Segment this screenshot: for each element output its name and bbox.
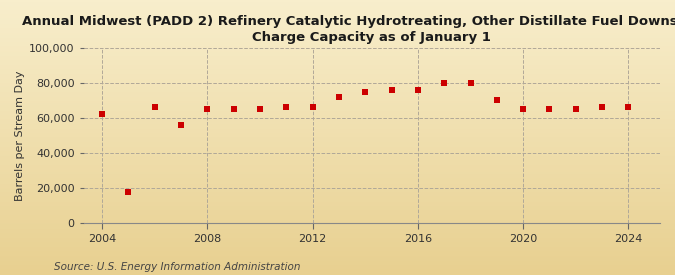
- Point: [360, 90, 371, 94]
- Text: Source: U.S. Energy Information Administration: Source: U.S. Energy Information Administ…: [54, 262, 300, 272]
- Point: [544, 107, 555, 111]
- Point: [570, 107, 581, 111]
- Point: [333, 95, 344, 99]
- Y-axis label: Barrels per Stream Day: Barrels per Stream Day: [15, 70, 25, 201]
- Point: [202, 107, 213, 111]
- Point: [149, 105, 160, 110]
- Point: [623, 105, 634, 110]
- Point: [97, 112, 107, 117]
- Point: [176, 123, 186, 127]
- Point: [597, 105, 608, 110]
- Point: [123, 189, 134, 194]
- Point: [307, 105, 318, 110]
- Point: [412, 88, 423, 92]
- Point: [518, 107, 529, 111]
- Point: [281, 105, 292, 110]
- Point: [491, 98, 502, 103]
- Point: [439, 81, 450, 85]
- Point: [254, 107, 265, 111]
- Point: [228, 107, 239, 111]
- Point: [465, 81, 476, 85]
- Point: [386, 88, 397, 92]
- Title: Annual Midwest (PADD 2) Refinery Catalytic Hydrotreating, Other Distillate Fuel : Annual Midwest (PADD 2) Refinery Catalyt…: [22, 15, 675, 44]
